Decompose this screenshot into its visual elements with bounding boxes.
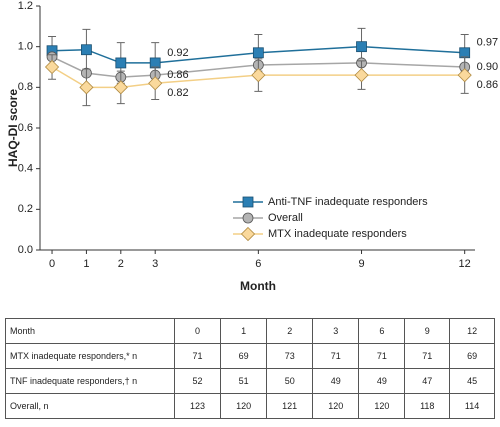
table-cell: 114: [449, 393, 495, 419]
data-point: [356, 41, 367, 53]
data-label: 0.97: [477, 37, 498, 49]
data-point: [148, 76, 163, 91]
y-tick-label: 0.0: [18, 244, 33, 256]
table: Month 0 1 2 3 6 9 12 MTX inadequate responders,*…: [5, 318, 495, 419]
table-cell: 123: [173, 393, 222, 419]
table-cell: 47: [404, 368, 451, 394]
data-point: [251, 68, 266, 83]
table-cell: 52: [173, 368, 222, 394]
table-cell: 51: [220, 368, 268, 394]
legend-marker: [240, 226, 256, 242]
table-cell: 2: [266, 318, 314, 344]
table-cell: Overall, n: [5, 393, 175, 419]
data-point: [79, 80, 94, 95]
table-cell: 71: [404, 343, 451, 369]
table-cell: 49: [312, 368, 360, 394]
y-tick-label: 0.4: [18, 163, 33, 175]
table-cell: 120: [358, 393, 406, 419]
data-point: [44, 59, 60, 75]
table-cell: 69: [220, 343, 268, 369]
table-cell: 3: [312, 318, 360, 344]
table-cell: 71: [312, 343, 360, 369]
x-tick-label: 3: [152, 258, 158, 270]
data-point: [81, 44, 92, 56]
x-tick-label: 6: [255, 258, 261, 270]
x-tick-label: 0: [49, 258, 55, 270]
table-row: MTX inadequate responders,* n 71 69 73 71 71 7…: [5, 343, 495, 369]
table-row: Month 0 1 2 3 6 9 12: [5, 318, 495, 344]
table-cell: 120: [220, 393, 268, 419]
y-tick-label: 0.8: [18, 81, 33, 93]
table-cell: 0: [173, 318, 222, 344]
table-cell: 50: [266, 368, 314, 394]
data-point: [354, 68, 369, 83]
table-cell: MTX inadequate responders,* n: [5, 343, 175, 369]
table-cell: 71: [173, 343, 222, 369]
x-tick-label: 12: [459, 258, 471, 270]
legend-marker: [242, 196, 254, 208]
x-tick-label: 9: [358, 258, 364, 270]
table-cell: 12: [449, 318, 495, 344]
data-point: [115, 57, 127, 69]
data-point: [459, 47, 471, 59]
table-cell: 71: [358, 343, 406, 369]
data-label: 0.90: [477, 61, 498, 73]
table-cell: 73: [266, 343, 314, 369]
table-cell: TNF inadequate responders,† n: [5, 368, 175, 394]
legend-marker: [242, 212, 254, 224]
y-tick-label: 0.2: [18, 203, 33, 215]
x-tick-label: 1: [83, 258, 89, 270]
table-row: TNF inadequate responders,† n 52 51 50 49 49 4…: [5, 368, 495, 394]
legend-label: Anti-TNF inadequate responders: [268, 196, 428, 208]
data-point: [113, 80, 128, 95]
table-cell: 1: [220, 318, 268, 344]
legend-label: MTX inadequate responders: [268, 228, 407, 240]
table-cell: 9: [404, 318, 451, 344]
data-point: [252, 47, 264, 59]
table-cell: 118: [404, 393, 451, 419]
table-cell: 121: [266, 393, 314, 419]
data-label: 0.86: [167, 69, 188, 81]
data-point: [149, 57, 161, 69]
y-tick-label: 0.6: [18, 122, 33, 134]
data-label: 0.86: [477, 79, 498, 91]
y-axis-label: HAQ-DI score: [6, 89, 20, 167]
legend-label: Overall: [268, 212, 303, 224]
y-tick-label: 1.0: [18, 41, 33, 53]
table-cell: 120: [312, 393, 360, 419]
data-label: 0.92: [167, 47, 188, 59]
y-tick-label: 1.2: [18, 0, 33, 12]
table-cell: Month: [5, 318, 175, 344]
table-cell: 49: [358, 368, 406, 394]
table-row: Overall, n 123 120 121 120 120 118 114: [5, 393, 495, 419]
data-label: 0.82: [167, 87, 188, 99]
x-tick-label: 2: [118, 258, 124, 270]
table-cell: 69: [449, 343, 495, 369]
table-cell: 45: [449, 368, 495, 394]
chart: HAQ-DI score Month 0.0 0.2 0.4 0.6 0.8 1.0 1.2…: [6, 0, 498, 293]
x-axis-label: Month: [240, 279, 276, 293]
data-point: [457, 68, 472, 83]
table-cell: 6: [358, 318, 406, 344]
